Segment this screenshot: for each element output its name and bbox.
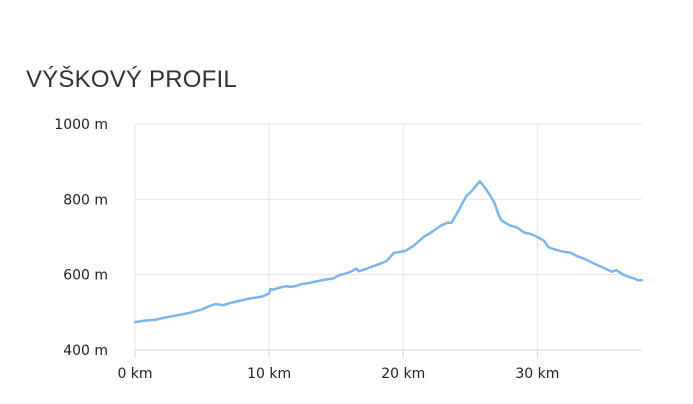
- x-axis-ticks: 0 km 10 km 20 km 30 km: [117, 350, 559, 382]
- y-tick-label: 800 m: [63, 192, 108, 208]
- x-tick-label: 30 km: [515, 366, 559, 382]
- y-axis-ticks: 400 m 600 m 800 m 1000 m: [54, 117, 108, 359]
- x-tick-label: 0 km: [117, 366, 152, 382]
- y-tick-label: 600 m: [63, 268, 108, 284]
- y-tick-label: 1000 m: [54, 117, 108, 133]
- y-tick-label: 400 m: [63, 343, 108, 359]
- x-tick-label: 20 km: [381, 366, 425, 382]
- elevation-line: [133, 180, 644, 324]
- grid-lines: [134, 123, 642, 350]
- x-tick-label: 10 km: [247, 366, 291, 382]
- chart-title: VÝŠKOVÝ PROFIL: [26, 66, 237, 93]
